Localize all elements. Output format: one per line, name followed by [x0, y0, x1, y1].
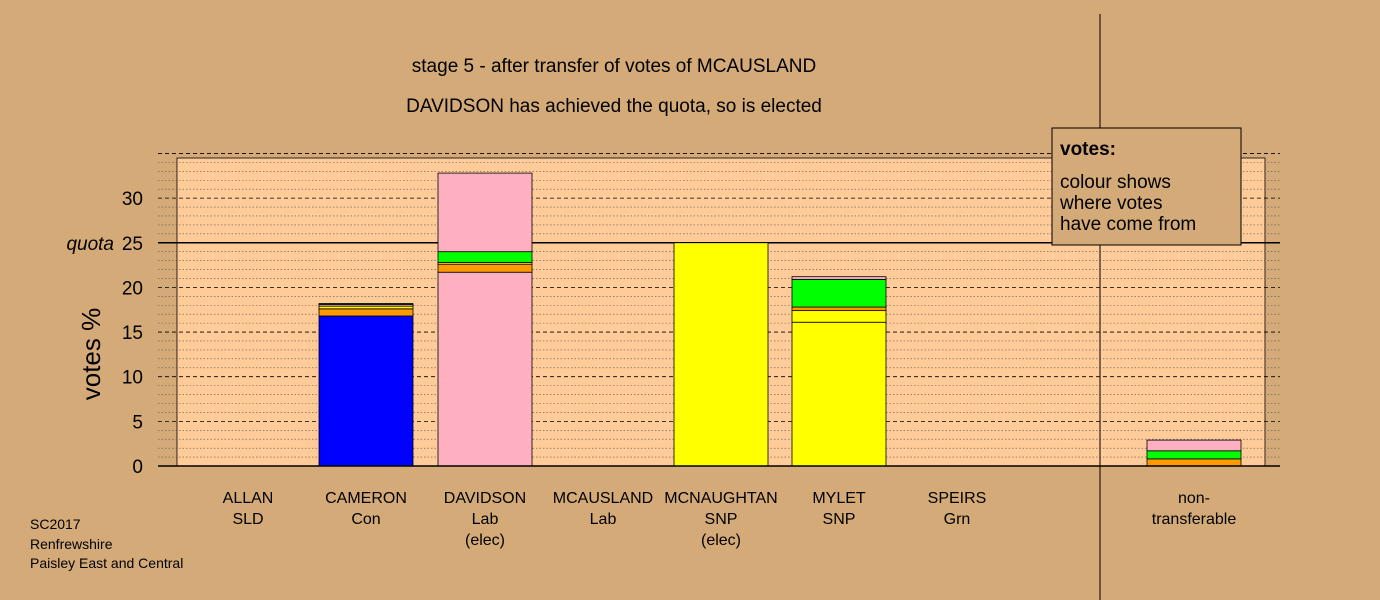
- bar-segment: [437, 172, 533, 253]
- chart-subtitle: DAVIDSON has achieved the quota, so is e…: [406, 96, 822, 117]
- bar-segment: [673, 242, 769, 467]
- candidate-label: SNP: [705, 511, 738, 528]
- legend-line-2: where votes: [1059, 193, 1162, 214]
- candidate-label: non-: [1178, 490, 1210, 507]
- footer-line-2: Renfrewshire: [30, 536, 113, 552]
- candidate-label: MCNAUGHTAN: [664, 490, 777, 507]
- legend-line-3: have come from: [1060, 214, 1196, 235]
- candidate-label: SLD: [232, 511, 263, 528]
- legend-box: votes: colour shows where votes have com…: [1051, 127, 1242, 246]
- candidate-label: CAMERON: [325, 490, 407, 507]
- candidate-labels: ALLAN SLD CAMERON Con DAVIDSON Lab (elec) MCAUS…: [223, 490, 1237, 549]
- bar-segment: [791, 306, 887, 312]
- y-tick-label: 30: [122, 189, 143, 210]
- bars: [318, 172, 1242, 467]
- candidate-label: transferable: [1152, 511, 1237, 528]
- bar-segment: [1146, 458, 1242, 467]
- bar-segment: [318, 308, 414, 317]
- candidate-label: SNP: [823, 511, 856, 528]
- bar-segment: [1146, 439, 1242, 452]
- bar-segment: [437, 251, 533, 263]
- y-axis-label: votes %: [76, 308, 106, 401]
- candidate-label: (elec): [465, 532, 505, 549]
- bar-segment: [318, 303, 414, 305]
- candidate-label: Con: [351, 511, 380, 528]
- bar-segment: [318, 315, 414, 467]
- bar-segment: [318, 305, 414, 310]
- candidate-label: Lab: [590, 511, 617, 528]
- y-tick-label: 25: [122, 234, 143, 255]
- footer: SC2017 Renfrewshire Paisley East and Cen…: [30, 516, 183, 571]
- bar-segment: [791, 276, 887, 280]
- candidate-label: SPEIRS: [928, 490, 987, 507]
- bar-segment: [437, 263, 533, 273]
- bar-segment: [791, 310, 887, 323]
- y-tick-label: 10: [122, 368, 143, 389]
- bar-segment: [1146, 450, 1242, 460]
- candidate-label: Lab: [472, 511, 499, 528]
- footer-line-1: SC2017: [30, 516, 81, 532]
- candidate-label: MYLET: [812, 490, 866, 507]
- candidate-label: DAVIDSON: [444, 490, 526, 507]
- y-tick-label: 5: [132, 412, 143, 433]
- legend-background: [1051, 127, 1242, 246]
- candidate-label: Grn: [944, 511, 971, 528]
- y-tick-label: 0: [132, 457, 143, 478]
- bar-segment: [791, 321, 887, 467]
- candidate-label: (elec): [701, 532, 741, 549]
- chart-title: stage 5 - after transfer of votes of MCA…: [412, 56, 816, 77]
- y-tick-label: 15: [122, 323, 143, 344]
- bar-segment: [437, 271, 533, 467]
- legend-title: votes:: [1060, 139, 1116, 160]
- y-tick-label: 20: [122, 278, 143, 299]
- quota-label: quota: [66, 234, 114, 255]
- legend-line-1: colour shows: [1060, 172, 1171, 193]
- bar-segment: [791, 278, 887, 308]
- y-ticks: 0 5 10 15 20 25 30: [122, 189, 143, 478]
- footer-line-3: Paisley East and Central: [30, 555, 183, 571]
- candidate-label: ALLAN: [223, 490, 274, 507]
- candidate-label: MCAUSLAND: [553, 490, 653, 507]
